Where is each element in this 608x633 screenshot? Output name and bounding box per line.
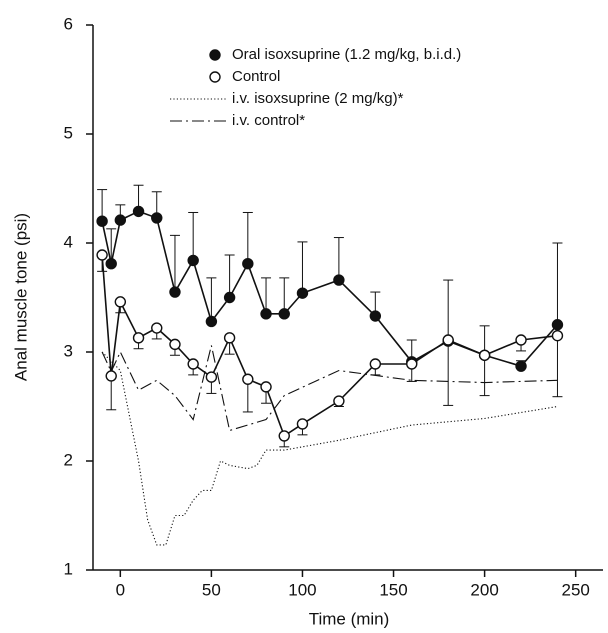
data-point <box>515 360 527 372</box>
data-point <box>105 258 117 270</box>
data-point <box>187 358 199 370</box>
data-point <box>278 430 290 442</box>
error-bar <box>443 279 454 342</box>
y-axis-label: Anal muscle tone (psi) <box>11 213 30 381</box>
data-point <box>242 373 254 385</box>
x-tick-label: 150 <box>379 580 407 599</box>
data-point <box>296 287 309 299</box>
data-point <box>406 358 418 370</box>
data-point <box>205 315 218 328</box>
data-point <box>333 395 345 407</box>
y-tick-label: 5 <box>64 123 73 142</box>
y-tick-label: 1 <box>64 559 73 578</box>
data-point <box>187 254 199 267</box>
legend-label: Control <box>232 68 280 85</box>
error-bar <box>333 237 344 281</box>
error-bar <box>443 340 454 406</box>
error-bar <box>279 277 290 314</box>
data-point <box>478 349 491 361</box>
data-point <box>132 332 145 344</box>
data-point <box>96 249 108 261</box>
data-point <box>169 338 181 351</box>
x-tick-label: 100 <box>288 580 316 599</box>
error-bar <box>242 211 253 264</box>
legend: Oral isoxsuprine (1.2 mg/kg, b.i.d.) Cont… <box>170 46 461 129</box>
data-point <box>223 332 236 344</box>
y-tick-label: 2 <box>64 450 73 469</box>
x-tick-label: 50 <box>202 580 221 599</box>
data-point <box>369 310 382 322</box>
data-point <box>551 329 564 342</box>
data-point <box>333 274 345 286</box>
y-tick-label: 3 <box>64 341 73 360</box>
data-point <box>296 418 309 430</box>
x-tick-label: 0 <box>116 580 125 599</box>
x-tick-label: 250 <box>561 580 589 599</box>
error-bar <box>206 277 217 322</box>
data-point <box>442 334 454 346</box>
error-bar <box>224 254 235 298</box>
data-point <box>169 286 181 298</box>
data-point <box>551 319 564 331</box>
data-point <box>96 215 108 227</box>
data-point <box>151 322 163 334</box>
data-point <box>114 296 127 308</box>
legend-marker <box>209 49 221 61</box>
data-point <box>151 212 163 224</box>
series-line <box>101 345 558 432</box>
error-bar <box>106 228 117 264</box>
x-axis-label: Time (min) <box>309 609 390 628</box>
series-line <box>101 351 558 546</box>
legend-marker <box>209 71 221 83</box>
data-point <box>205 371 218 383</box>
error-bar <box>169 234 180 293</box>
y-tick-label: 4 <box>64 232 73 251</box>
data-point <box>242 258 254 270</box>
data-point <box>515 334 527 346</box>
data-point <box>105 370 117 382</box>
error-bar <box>261 277 272 314</box>
data-point <box>114 214 127 226</box>
data-point <box>278 308 290 320</box>
data-point <box>223 291 236 304</box>
data-point <box>260 381 272 393</box>
x-tick-label: 200 <box>470 580 498 599</box>
data-point <box>260 308 272 320</box>
data-point <box>132 205 145 218</box>
legend-label: i.v. isoxsuprine (2 mg/kg)* <box>232 90 404 107</box>
data-point <box>369 358 382 370</box>
legend-label: Oral isoxsuprine (1.2 mg/kg, b.i.d.) <box>232 46 461 63</box>
error-bar <box>297 241 308 294</box>
error-bar <box>188 211 199 261</box>
error-bar <box>479 355 490 397</box>
error-bar <box>552 242 563 325</box>
error-bar <box>552 335 563 398</box>
legend-label: i.v. control* <box>232 112 305 129</box>
y-tick-label: 6 <box>64 14 73 33</box>
